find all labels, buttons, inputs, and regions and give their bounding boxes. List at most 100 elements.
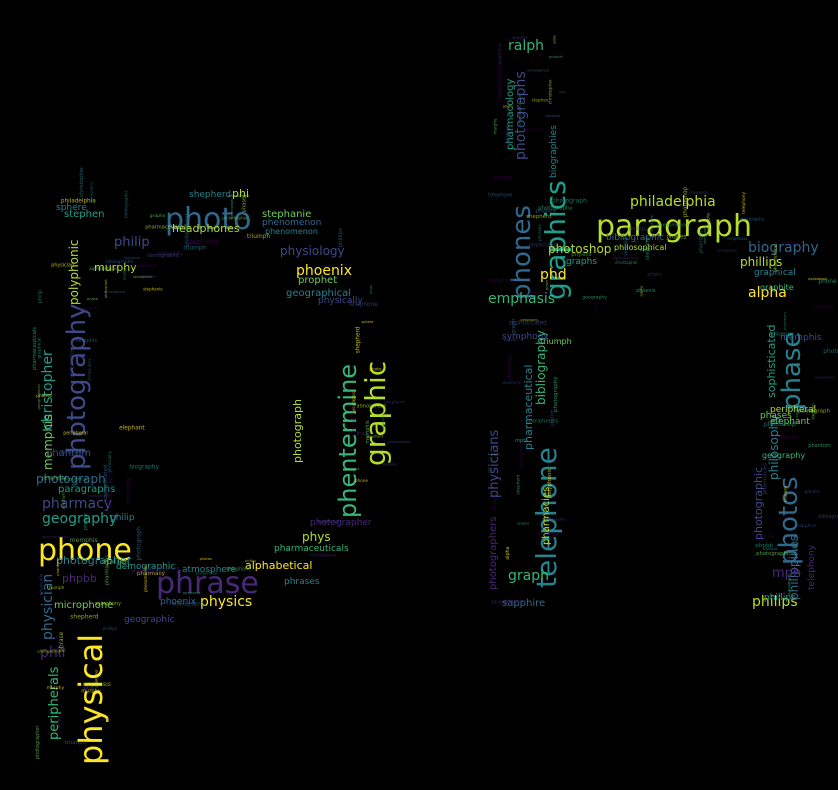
filler-word: biography xyxy=(783,311,787,330)
filler-word: phil xyxy=(84,685,93,691)
word-photos: photos xyxy=(774,476,804,565)
word-geographic: geographic xyxy=(124,615,175,625)
filler-word: memphis xyxy=(365,420,371,444)
word-peripherals: peripherals xyxy=(47,666,62,740)
word-philips: philips xyxy=(752,594,798,610)
filler-word: alphabetical xyxy=(808,277,827,281)
word-symphony: symphony xyxy=(502,332,549,342)
filler-word: geography xyxy=(62,491,66,509)
filler-word: geography xyxy=(521,318,539,322)
word-emphasis: emphasis xyxy=(488,291,555,307)
filler-word: photographic xyxy=(685,191,709,195)
filler-word: photograph xyxy=(771,435,798,441)
filler-word: graphical xyxy=(244,234,262,239)
filler-word: microphone xyxy=(132,570,166,576)
word-biography: biography xyxy=(748,240,819,256)
word-photographic: photographic xyxy=(752,467,765,540)
filler-word: phases xyxy=(666,235,686,241)
filler-word: emphasis xyxy=(794,536,798,553)
filler-word: phrase xyxy=(83,513,89,530)
filler-word: emphasis xyxy=(727,236,747,241)
cloud-filler-words: bibliographicgraphicmemphisphilipsgraphm… xyxy=(32,35,838,759)
filler-word: phones xyxy=(494,175,513,181)
word-triumph: triumph xyxy=(540,337,572,346)
filler-word: stephanie xyxy=(143,286,163,291)
word-phrases: phrases xyxy=(284,577,320,587)
word-phoenix: phoenix xyxy=(296,263,352,279)
filler-word: biography xyxy=(77,306,100,312)
filler-word: phantom xyxy=(808,443,831,449)
filler-word: phantom xyxy=(699,230,705,253)
word-phones: phones xyxy=(507,205,537,300)
filler-word: photographers xyxy=(497,64,503,101)
filler-word: phase xyxy=(357,430,370,435)
filler-word: phrases xyxy=(537,223,543,241)
word-photograph: photograph xyxy=(291,399,304,463)
filler-word: philosophical xyxy=(185,214,191,246)
filler-word: triumph xyxy=(65,740,86,746)
word-microphone: microphone xyxy=(54,600,113,611)
filler-word: graphics xyxy=(345,467,360,471)
word-shepherd: shepherd xyxy=(189,190,231,200)
filler-word: graphs xyxy=(640,248,651,252)
word-pharmaceutical: pharmaceutical xyxy=(522,365,535,450)
word-pharmaceuticals: pharmaceuticals xyxy=(274,544,349,554)
word-physically: physically xyxy=(318,296,363,306)
filler-word: mph xyxy=(559,90,566,94)
word-paragraph: paragraph xyxy=(596,209,752,244)
filler-word: phones xyxy=(765,408,769,419)
filler-word: phases xyxy=(139,274,156,280)
filler-word: pharmacy xyxy=(137,571,166,577)
filler-word: photograph xyxy=(552,198,587,205)
filler-word: phantom xyxy=(492,599,516,605)
filler-word: stephen xyxy=(532,98,549,103)
filler-word: biography xyxy=(129,465,159,471)
filler-word: photo xyxy=(647,272,662,278)
filler-word: photographer xyxy=(35,725,41,759)
filler-word: stephanie xyxy=(124,256,140,260)
filler-word: shepherd xyxy=(384,399,404,405)
filler-word: pharmaceuticals xyxy=(517,94,522,126)
filler-word: phd xyxy=(656,234,662,244)
word-stephen: stephen xyxy=(64,209,104,220)
word-geographical: geographical xyxy=(286,288,351,299)
word-phase: phase xyxy=(777,332,807,410)
filler-word: photo xyxy=(823,349,838,355)
filler-word: prophet xyxy=(549,55,564,59)
word-philip: philip xyxy=(114,235,150,250)
filler-word: sophisticated xyxy=(509,321,547,327)
word-phil: phil xyxy=(40,645,66,661)
filler-word: telephony xyxy=(741,192,747,214)
filler-word: photographer xyxy=(519,439,524,467)
word-phentermine: phentermine xyxy=(334,364,362,518)
filler-word: elephant xyxy=(119,425,145,431)
filler-word: geographical xyxy=(36,384,41,409)
filler-word: phillips xyxy=(103,626,117,631)
filler-word: philip xyxy=(190,241,200,245)
filler-word: photographers xyxy=(388,440,411,444)
filler-word: emphasis xyxy=(763,547,778,551)
filler-word: sapphire xyxy=(488,278,514,285)
word-graphical: graphical xyxy=(754,268,796,278)
filler-word: murphy xyxy=(221,579,237,584)
filler-word: pharmacies xyxy=(104,555,110,586)
filler-word: photography xyxy=(553,376,559,413)
word-photograph: photograph xyxy=(36,472,106,486)
filler-word: paragraphs xyxy=(183,591,201,595)
filler-word: stephen xyxy=(811,403,816,420)
filler-word: christopher xyxy=(94,669,98,688)
word-graphic: graphic xyxy=(359,361,392,466)
filler-word: shepherd xyxy=(526,214,551,220)
word-photographer: photographer xyxy=(56,554,132,567)
word-telephone: telephone xyxy=(530,447,563,588)
filler-word: geography xyxy=(741,216,765,222)
filler-word: phillips xyxy=(338,228,344,248)
filler-word: philadelphia xyxy=(222,216,248,221)
filler-word: shepherd xyxy=(645,237,651,259)
word-phpbb: phpbb xyxy=(62,572,97,585)
filler-word: memphis xyxy=(74,338,98,344)
word-pharmacies: pharmacies xyxy=(541,487,552,545)
filler-word: photo xyxy=(369,285,373,295)
filler-word: atmosphere xyxy=(357,403,386,409)
